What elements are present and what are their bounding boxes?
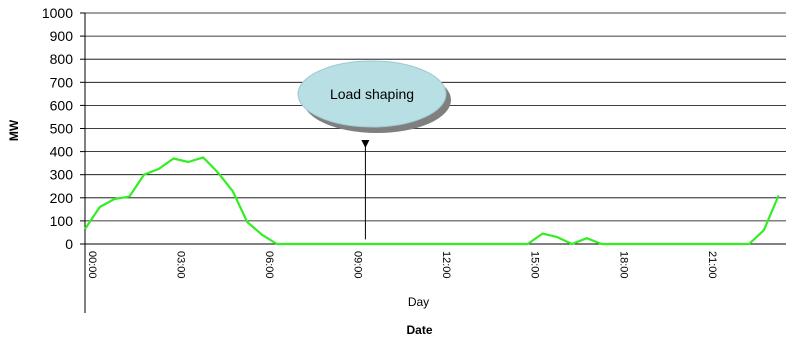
x-axis-label: Date: [406, 323, 432, 337]
y-tick-label: 1000: [42, 5, 73, 21]
y-tick-label: 800: [50, 51, 74, 67]
y-tick-label: 300: [50, 167, 74, 183]
x-tick-label: 00:00: [86, 251, 98, 279]
annotation-layer: Load shaping: [297, 60, 451, 240]
y-tick-label: 700: [50, 74, 74, 90]
callout-text: Load shaping: [330, 86, 414, 102]
y-tick-label: 0: [65, 236, 73, 252]
x-tick-label: 21:00: [706, 251, 718, 279]
callout-bubble: [297, 60, 447, 128]
x-tick-label: 12:00: [440, 251, 452, 279]
series-layer: [84, 156, 780, 246]
x-axis-sublabel: Day: [408, 295, 429, 309]
x-axis: 00:00 03:00 06:00 09:00 12:00 15:00 18:00 21:00: [85, 243, 786, 279]
y-tick-label: 200: [50, 190, 74, 206]
load-series-line: [84, 156, 780, 246]
x-tick-label: 15:00: [529, 251, 541, 279]
x-tick-label: 03:00: [175, 251, 187, 279]
x-tick-label: 18:00: [617, 251, 629, 279]
x-tick-label: 06:00: [263, 251, 275, 279]
y-axis-label: MW: [7, 119, 21, 141]
y-tick-label: 100: [50, 213, 74, 229]
x-tick-label: 09:00: [352, 251, 364, 279]
y-tick-label: 500: [50, 121, 74, 137]
y-tick-label: 600: [50, 97, 74, 113]
y-tick-label: 400: [50, 144, 74, 160]
y-tick-label: 900: [50, 28, 74, 44]
y-axis: 0 100 200 300 400 500 600 700 800 900 1000: [42, 5, 86, 313]
